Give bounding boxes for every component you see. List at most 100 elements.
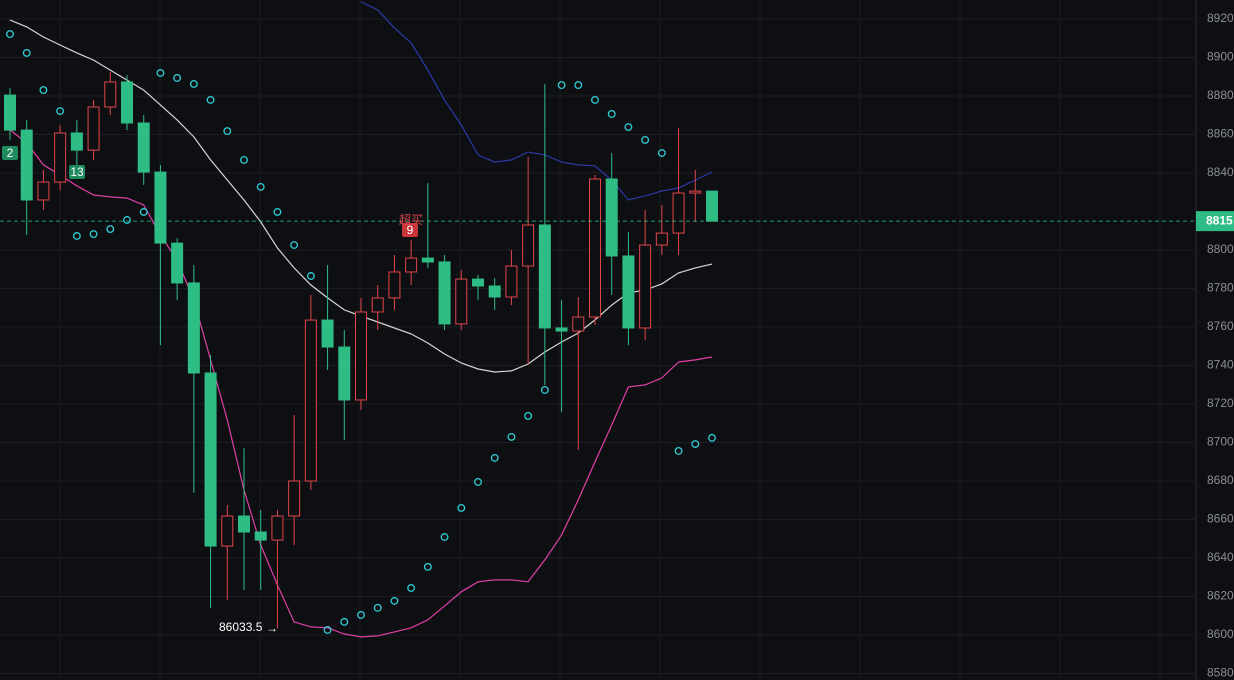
sar-dot	[273, 207, 282, 216]
sar-dot	[223, 127, 232, 136]
candle-body	[20, 129, 33, 201]
candle-body	[689, 190, 702, 194]
y-tick-label: 8760	[1207, 319, 1234, 333]
sar-dot	[474, 477, 482, 486]
candle-body	[204, 372, 217, 547]
sar-dot	[624, 123, 633, 131]
sar-dot	[256, 182, 265, 191]
candle-body	[70, 132, 83, 151]
sar-dot	[56, 107, 65, 116]
candle-body	[622, 255, 635, 329]
sar-dot	[557, 81, 566, 90]
candle-body	[354, 311, 367, 401]
candle-body	[705, 190, 718, 222]
last-price-label: 8815	[1206, 213, 1233, 227]
sar-dot	[440, 533, 449, 541]
sar-dot	[306, 272, 315, 280]
sar-dot	[206, 95, 215, 104]
candle-body	[455, 278, 468, 325]
low-arrow: →	[266, 621, 278, 635]
vertical-grid	[59, 0, 1161, 680]
sar-dot	[507, 432, 516, 441]
y-tick-label: 8900	[1207, 50, 1234, 64]
sar-dot	[591, 95, 599, 104]
sar-dot	[290, 241, 299, 249]
candle-body	[254, 531, 267, 541]
sar-dot	[189, 79, 198, 88]
sar-dot	[323, 626, 332, 634]
y-tick-label: 8720	[1207, 396, 1234, 410]
candle-body	[538, 224, 551, 329]
y-tick-label: 8620	[1207, 589, 1234, 603]
sar-dot	[173, 74, 182, 82]
y-tick-label: 8880	[1207, 88, 1234, 102]
sar-dot	[457, 503, 466, 512]
candle-body	[438, 261, 451, 325]
y-tick-label: 8680	[1207, 473, 1234, 487]
sar-dot	[357, 610, 365, 619]
y-tick-label: 8920	[1207, 11, 1234, 25]
candle-body	[187, 282, 200, 374]
candle-body	[4, 94, 16, 131]
sar-dot	[39, 86, 48, 95]
signal-marker-label: 2	[7, 146, 14, 160]
y-tick-label: 8700	[1207, 435, 1234, 449]
candle-body	[288, 480, 301, 517]
candle-body	[672, 192, 685, 234]
sar-dot	[524, 411, 533, 420]
sar-dot	[22, 48, 31, 57]
candle-body	[137, 122, 150, 173]
candle-body	[655, 232, 668, 246]
sar-dot	[373, 603, 382, 612]
candle-body	[271, 515, 284, 541]
candle-body	[639, 244, 652, 329]
sar-dot	[240, 155, 248, 164]
sar-dot	[106, 225, 115, 233]
candle-body	[120, 81, 133, 124]
signal-marker	[2, 146, 18, 160]
sar-dot	[6, 30, 14, 39]
candle-body	[405, 257, 418, 273]
candle-body	[605, 178, 618, 257]
low-label: 86033.5	[219, 620, 263, 634]
indicator-line	[9, 129, 713, 638]
candle-body	[588, 178, 601, 318]
sar-dot	[156, 68, 165, 77]
sar-dot	[607, 109, 616, 118]
y-tick-label: 8840	[1207, 165, 1234, 179]
candle-body	[421, 257, 434, 263]
candle-body	[572, 316, 585, 332]
y-tick-label: 8860	[1207, 127, 1234, 141]
sar-dot	[691, 440, 700, 448]
candle-body	[321, 319, 334, 348]
y-tick-label: 8740	[1207, 358, 1234, 372]
y-tick-label: 8580	[1207, 666, 1234, 680]
y-tick-label: 8660	[1207, 512, 1234, 526]
sar-dot	[340, 617, 349, 626]
sar-dot	[89, 230, 98, 238]
candle-body	[505, 265, 518, 298]
candle-body	[87, 106, 100, 151]
candle-body	[171, 242, 184, 284]
sar-dot	[139, 207, 148, 216]
candle-body	[37, 181, 50, 201]
sar-dot	[423, 562, 432, 571]
candle-body	[154, 171, 167, 244]
sar-dot	[540, 385, 549, 394]
y-tick-label: 8800	[1207, 242, 1234, 256]
sar-dot	[641, 135, 650, 144]
signal-marker	[69, 165, 85, 179]
signal-marker	[402, 223, 418, 237]
y-tick-label: 8600	[1207, 627, 1234, 641]
candle-body	[488, 285, 501, 298]
signal-marker-label: 9	[407, 223, 414, 237]
y-tick-label: 8780	[1207, 281, 1234, 295]
sar-dot	[407, 584, 416, 592]
candle-body	[54, 132, 67, 183]
last-price-tag	[1196, 211, 1234, 232]
candle-body	[522, 224, 535, 267]
candle-body	[104, 81, 117, 108]
sar-dot	[390, 596, 399, 605]
